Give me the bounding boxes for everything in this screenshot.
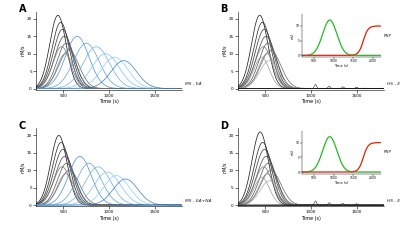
Text: MS - EA: MS - EA <box>185 82 202 87</box>
Text: MS - EA+NA: MS - EA+NA <box>185 199 212 203</box>
Y-axis label: nM/s: nM/s <box>222 162 227 173</box>
Text: C: C <box>18 121 26 131</box>
Y-axis label: nM/s: nM/s <box>20 45 25 56</box>
Y-axis label: nM/s: nM/s <box>222 45 227 56</box>
Text: HS - EA+NA: HS - EA+NA <box>387 199 400 203</box>
X-axis label: Time (s): Time (s) <box>99 99 119 104</box>
X-axis label: Time (s): Time (s) <box>99 216 119 221</box>
X-axis label: Time (s): Time (s) <box>301 99 321 104</box>
Text: D: D <box>220 121 228 131</box>
Text: HS - EA: HS - EA <box>387 82 400 87</box>
Y-axis label: nM/s: nM/s <box>20 162 25 173</box>
X-axis label: Time (s): Time (s) <box>301 216 321 221</box>
Text: B: B <box>220 4 228 14</box>
Text: A: A <box>18 4 26 14</box>
